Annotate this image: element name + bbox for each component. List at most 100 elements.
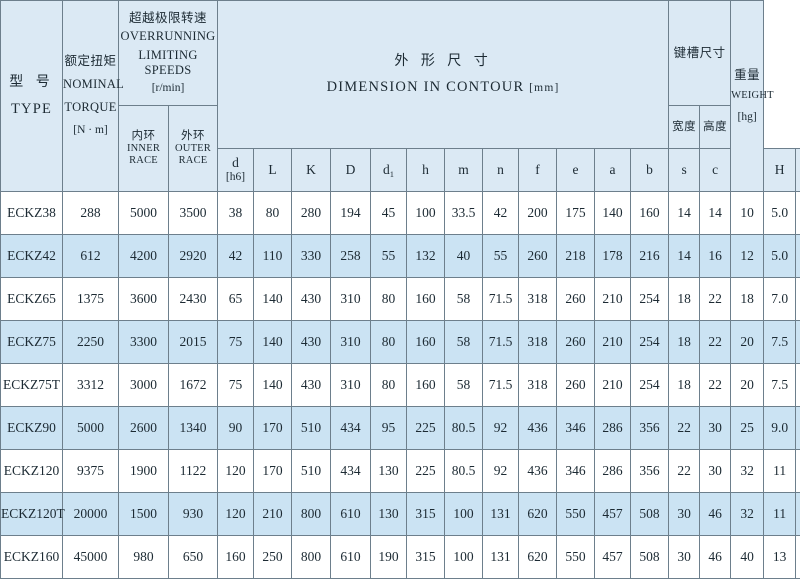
cell-m: 80.5: [445, 407, 483, 450]
cell-a: 457: [595, 493, 631, 536]
cell-type: ECKZ75T: [1, 364, 63, 407]
cell-h: 132: [407, 235, 445, 278]
cell-s: 22: [669, 407, 700, 450]
header-weight: 重量 WEIGHT [hg]: [731, 1, 764, 192]
cell-L: 140: [254, 321, 292, 364]
cell-b: 356: [631, 450, 669, 493]
cell-n: 131: [483, 493, 519, 536]
cell-L: 80: [254, 192, 292, 235]
cell-e: 346: [557, 407, 595, 450]
cell-c: 46: [700, 493, 731, 536]
cell-D: 610: [331, 493, 371, 536]
cell-m: 58: [445, 321, 483, 364]
header-symbol-d1: d1: [371, 149, 407, 192]
header-row-titles: 型 号 TYPE 额定扭矩 NOMINAL TORQUE [N · m] 超越极…: [1, 1, 800, 106]
header-outer-race-en1: OUTER: [169, 143, 217, 155]
header-overrunning-cn: 超越极限转速: [119, 11, 217, 26]
header-symbol-d-letter: d: [218, 155, 253, 171]
cell-n: 92: [483, 407, 519, 450]
header-symbol-d1-sub: 1: [390, 169, 394, 179]
cell-s: 18: [669, 321, 700, 364]
cell-K: 280: [292, 192, 331, 235]
cell-t1: 7.5: [764, 364, 796, 407]
cell-d: 75: [218, 364, 254, 407]
header-type-cn: 型 号: [1, 74, 62, 91]
cell-d1: 80: [371, 364, 407, 407]
cell-n: 71.5: [483, 278, 519, 321]
cell-outer: 1672: [169, 364, 218, 407]
cell-H: 12: [731, 235, 764, 278]
header-symbol-K: K: [292, 149, 331, 192]
cell-b: 356: [631, 407, 669, 450]
header-torque-en1: NOMINAL: [63, 77, 118, 92]
cell-inner: 1900: [119, 450, 169, 493]
cell-torque: 288: [63, 192, 119, 235]
cell-m: 58: [445, 364, 483, 407]
cell-h: 160: [407, 321, 445, 364]
cell-a: 210: [595, 278, 631, 321]
cell-h: 100: [407, 192, 445, 235]
cell-h: 160: [407, 278, 445, 321]
cell-d1: 45: [371, 192, 407, 235]
header-dimension-en-text: DIMENSION IN CONTOUR: [327, 79, 525, 95]
header-outer-race: 外环 OUTER RACE: [169, 106, 218, 192]
cell-s: 18: [669, 364, 700, 407]
cell-D: 310: [331, 364, 371, 407]
cell-e: 260: [557, 364, 595, 407]
cell-m: 100: [445, 493, 483, 536]
cell-a: 286: [595, 450, 631, 493]
cell-m: 33.5: [445, 192, 483, 235]
cell-b: 508: [631, 493, 669, 536]
cell-e: 175: [557, 192, 595, 235]
cell-L: 140: [254, 278, 292, 321]
cell-c: 22: [700, 364, 731, 407]
cell-weight: 69.8: [796, 235, 800, 278]
cell-m: 80.5: [445, 450, 483, 493]
header-dimension-en: DIMENSION IN CONTOUR [mm]: [218, 79, 668, 96]
cell-outer: 2015: [169, 321, 218, 364]
header-keyway-height: 高度: [700, 106, 731, 149]
cell-inner: 2600: [119, 407, 169, 450]
cell-weight: 176.5: [796, 493, 800, 536]
header-symbol-H: H: [764, 149, 796, 192]
cell-a: 178: [595, 235, 631, 278]
cell-f: 200: [519, 192, 557, 235]
cell-c: 22: [700, 321, 731, 364]
cell-h: 225: [407, 450, 445, 493]
header-symbol-d-tol: [h6]: [218, 171, 253, 185]
cell-L: 140: [254, 364, 292, 407]
cell-d1: 130: [371, 450, 407, 493]
cell-b: 160: [631, 192, 669, 235]
cell-torque: 2250: [63, 321, 119, 364]
cell-h: 225: [407, 407, 445, 450]
header-symbol-c: c: [700, 149, 731, 192]
header-symbol-b: b: [631, 149, 669, 192]
header-symbol-m: m: [445, 149, 483, 192]
cell-outer: 930: [169, 493, 218, 536]
cell-a: 210: [595, 364, 631, 407]
cell-a: 140: [595, 192, 631, 235]
header-overrunning-unit: [r/min]: [119, 82, 217, 96]
cell-n: 71.5: [483, 321, 519, 364]
cell-e: 346: [557, 450, 595, 493]
header-symbol-d: d [h6]: [218, 149, 254, 192]
cell-inner: 1500: [119, 493, 169, 536]
cell-s: 14: [669, 235, 700, 278]
cell-c: 22: [700, 278, 731, 321]
cell-type: ECKZ120: [1, 450, 63, 493]
header-symbol-a: a: [595, 149, 631, 192]
header-symbol-n: n: [483, 149, 519, 192]
cell-L: 110: [254, 235, 292, 278]
header-symbol-h: h: [407, 149, 445, 192]
cell-n: 42: [483, 192, 519, 235]
cell-a: 210: [595, 321, 631, 364]
cell-f: 436: [519, 407, 557, 450]
cell-H: 25: [731, 407, 764, 450]
cell-b: 254: [631, 364, 669, 407]
